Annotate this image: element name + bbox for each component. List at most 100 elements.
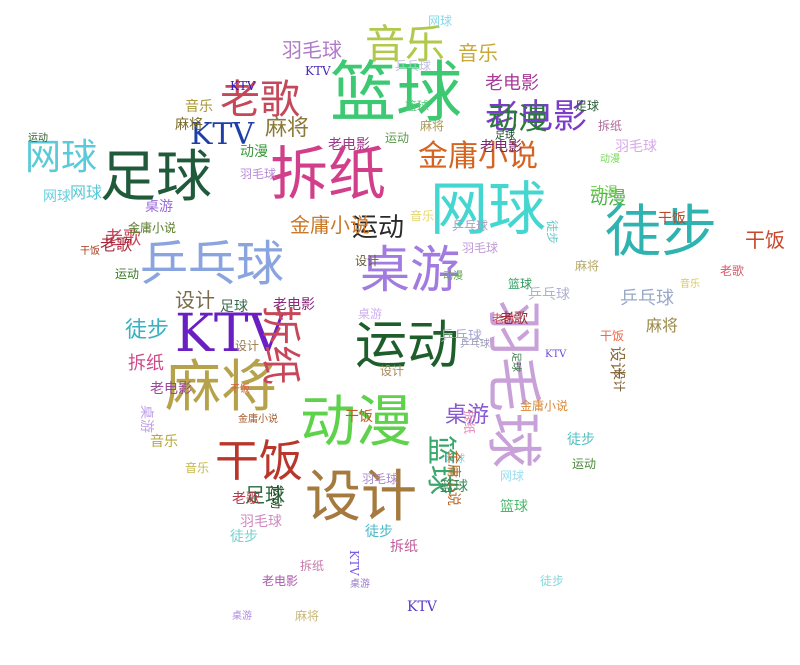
word-cloud-word: 老歌 bbox=[492, 312, 517, 326]
word-cloud-word: 老歌 bbox=[232, 491, 260, 507]
word-cloud-word: 桌游 bbox=[358, 307, 383, 321]
word-cloud-word: 拆纸 bbox=[257, 305, 303, 385]
word-cloud-word: 干饭 bbox=[80, 246, 100, 257]
word-cloud-word: 设计 bbox=[235, 339, 260, 353]
word-cloud-word: 老歌 bbox=[720, 264, 745, 278]
word-cloud-word: 动漫 bbox=[443, 271, 463, 282]
word-cloud-word: 金庸小说 bbox=[290, 213, 370, 237]
word-cloud-word: 羽毛球 bbox=[282, 38, 342, 62]
word-cloud-word: 足球 bbox=[245, 483, 285, 507]
word-cloud-word: 网球 bbox=[428, 14, 453, 28]
word-cloud-word: 足球 bbox=[220, 299, 248, 315]
word-cloud-word: 音乐 bbox=[185, 99, 213, 115]
word-cloud-word: 老电影 bbox=[328, 137, 370, 153]
word-cloud-word: 麻将 bbox=[646, 316, 679, 335]
word-cloud-word: 网球 bbox=[430, 175, 547, 243]
word-cloud-word: 羽毛球 bbox=[240, 514, 282, 530]
word-cloud-word: 羽毛球 bbox=[362, 472, 399, 486]
word-cloud-word: 老歌 bbox=[220, 77, 300, 123]
word-cloud-word: 乒乓球 bbox=[620, 288, 674, 309]
word-cloud-word: 干饭 bbox=[600, 329, 625, 343]
word-cloud-word: 桌游 bbox=[350, 579, 370, 590]
word-cloud-word: 桌游 bbox=[445, 403, 490, 428]
word-cloud-word: 足球 bbox=[575, 99, 600, 113]
word-cloud-word: 篮球 bbox=[508, 277, 533, 291]
word-cloud-word: 篮球 bbox=[440, 479, 468, 495]
word-cloud-word: 设计 bbox=[355, 254, 380, 268]
word-cloud-word: 金庸小说 bbox=[238, 414, 278, 425]
word-cloud-word: 麻将 bbox=[295, 609, 320, 623]
word-cloud-word: KTV bbox=[545, 349, 567, 360]
word-cloud-word: 拆纸 bbox=[390, 539, 418, 555]
word-cloud-word: KTV bbox=[347, 550, 361, 576]
word-cloud-word: 乒乓球 bbox=[440, 329, 482, 345]
word-cloud-word: 桌游 bbox=[138, 405, 154, 433]
word-cloud-word: 乒乓球 bbox=[140, 236, 285, 292]
word-cloud-word: 运动 bbox=[572, 457, 597, 471]
word-cloud-word: 运动 bbox=[355, 316, 460, 376]
word-cloud-word: 麻将 bbox=[175, 117, 203, 133]
word-cloud-word: 运动 bbox=[352, 213, 405, 243]
word-cloud-word: 拆纸 bbox=[128, 353, 164, 374]
word-cloud-word: 干饭 bbox=[345, 409, 373, 425]
word-cloud-word: 动漫 bbox=[600, 154, 620, 165]
word-cloud-word: 金庸小说 bbox=[520, 399, 569, 413]
word-cloud-word: 桌游 bbox=[360, 241, 460, 299]
word-cloud-word: 音乐 bbox=[185, 461, 210, 475]
word-cloud-word: 干饭 bbox=[215, 436, 303, 487]
word-cloud-word: 徒步 bbox=[567, 432, 595, 448]
word-cloud-word: 网球 bbox=[445, 454, 465, 465]
word-cloud-word: 动漫 bbox=[488, 102, 548, 137]
word-cloud-word: 老歌 bbox=[105, 228, 141, 249]
word-cloud-word: 徒步 bbox=[230, 529, 258, 545]
word-cloud-word: 设计 bbox=[612, 368, 626, 393]
word-cloud-word: KTV bbox=[190, 117, 255, 152]
word-cloud-word: 设计 bbox=[175, 288, 215, 312]
word-cloud-word: 音乐 bbox=[410, 209, 435, 223]
word-cloud-word: 音乐 bbox=[150, 434, 178, 450]
word-cloud-word: 篮球 bbox=[330, 54, 462, 131]
word-cloud-word: 乒乓球 bbox=[452, 219, 489, 233]
word-cloud-word: 羽毛球 bbox=[462, 241, 499, 255]
word-cloud-word: 动漫 bbox=[590, 188, 626, 209]
word-cloud-word: 干饭 bbox=[658, 211, 686, 227]
word-cloud-word: 设计 bbox=[305, 465, 417, 530]
word-cloud-word: 设计 bbox=[380, 364, 405, 378]
word-cloud-word: 老电影 bbox=[273, 297, 315, 313]
word-cloud-word: KTV bbox=[407, 599, 437, 615]
word-cloud-word: 拆纸 bbox=[270, 140, 387, 208]
word-cloud-word: 拆纸 bbox=[462, 410, 476, 435]
word-cloud-word: 徒步 bbox=[365, 524, 393, 540]
word-cloud-word: 网球 bbox=[43, 189, 71, 205]
word-cloud-word: 金庸小说 bbox=[128, 221, 177, 235]
word-cloud-word: 乒乓球 bbox=[395, 59, 432, 73]
word-cloud-word: 篮球 bbox=[500, 499, 528, 515]
word-cloud-word: 运动 bbox=[115, 267, 140, 281]
word-cloud-word: 运动 bbox=[269, 485, 283, 510]
word-cloud-word: 桌游 bbox=[145, 199, 173, 215]
word-cloud-word: 麻将 bbox=[420, 119, 445, 133]
word-cloud-word: 老歌 bbox=[100, 235, 133, 254]
word-cloud-word: 徒步 bbox=[540, 574, 565, 588]
word-cloud-word: 乒乓球 bbox=[528, 287, 570, 303]
word-cloud-word: 老电影 bbox=[150, 381, 192, 397]
word-cloud-word: 干饭 bbox=[230, 384, 250, 395]
word-cloud-word: 网球 bbox=[70, 183, 103, 202]
word-cloud-word: 动漫 bbox=[240, 144, 268, 160]
word-cloud-word: 音乐 bbox=[458, 41, 498, 65]
word-cloud-word: 篮球 bbox=[405, 99, 430, 113]
word-cloud-word: 拆纸 bbox=[598, 119, 623, 133]
word-cloud-word: 运动 bbox=[385, 131, 410, 145]
word-cloud-word: 徒步 bbox=[605, 200, 717, 265]
word-cloud-word: 麻将 bbox=[575, 259, 600, 273]
word-cloud-word: KTV bbox=[175, 304, 287, 364]
word-cloud-word: 老电影 bbox=[262, 574, 299, 588]
word-cloud-word: 动漫 bbox=[300, 390, 412, 455]
word-cloud-word: 徒步 bbox=[125, 318, 170, 343]
word-cloud-word: 金庸小说 bbox=[418, 139, 538, 174]
word-cloud-word: 运动 bbox=[28, 133, 48, 144]
word-cloud-word: 足球 bbox=[510, 352, 521, 372]
word-cloud-word: 桌游 bbox=[232, 611, 252, 622]
word-cloud-word: 动漫 bbox=[590, 185, 618, 201]
